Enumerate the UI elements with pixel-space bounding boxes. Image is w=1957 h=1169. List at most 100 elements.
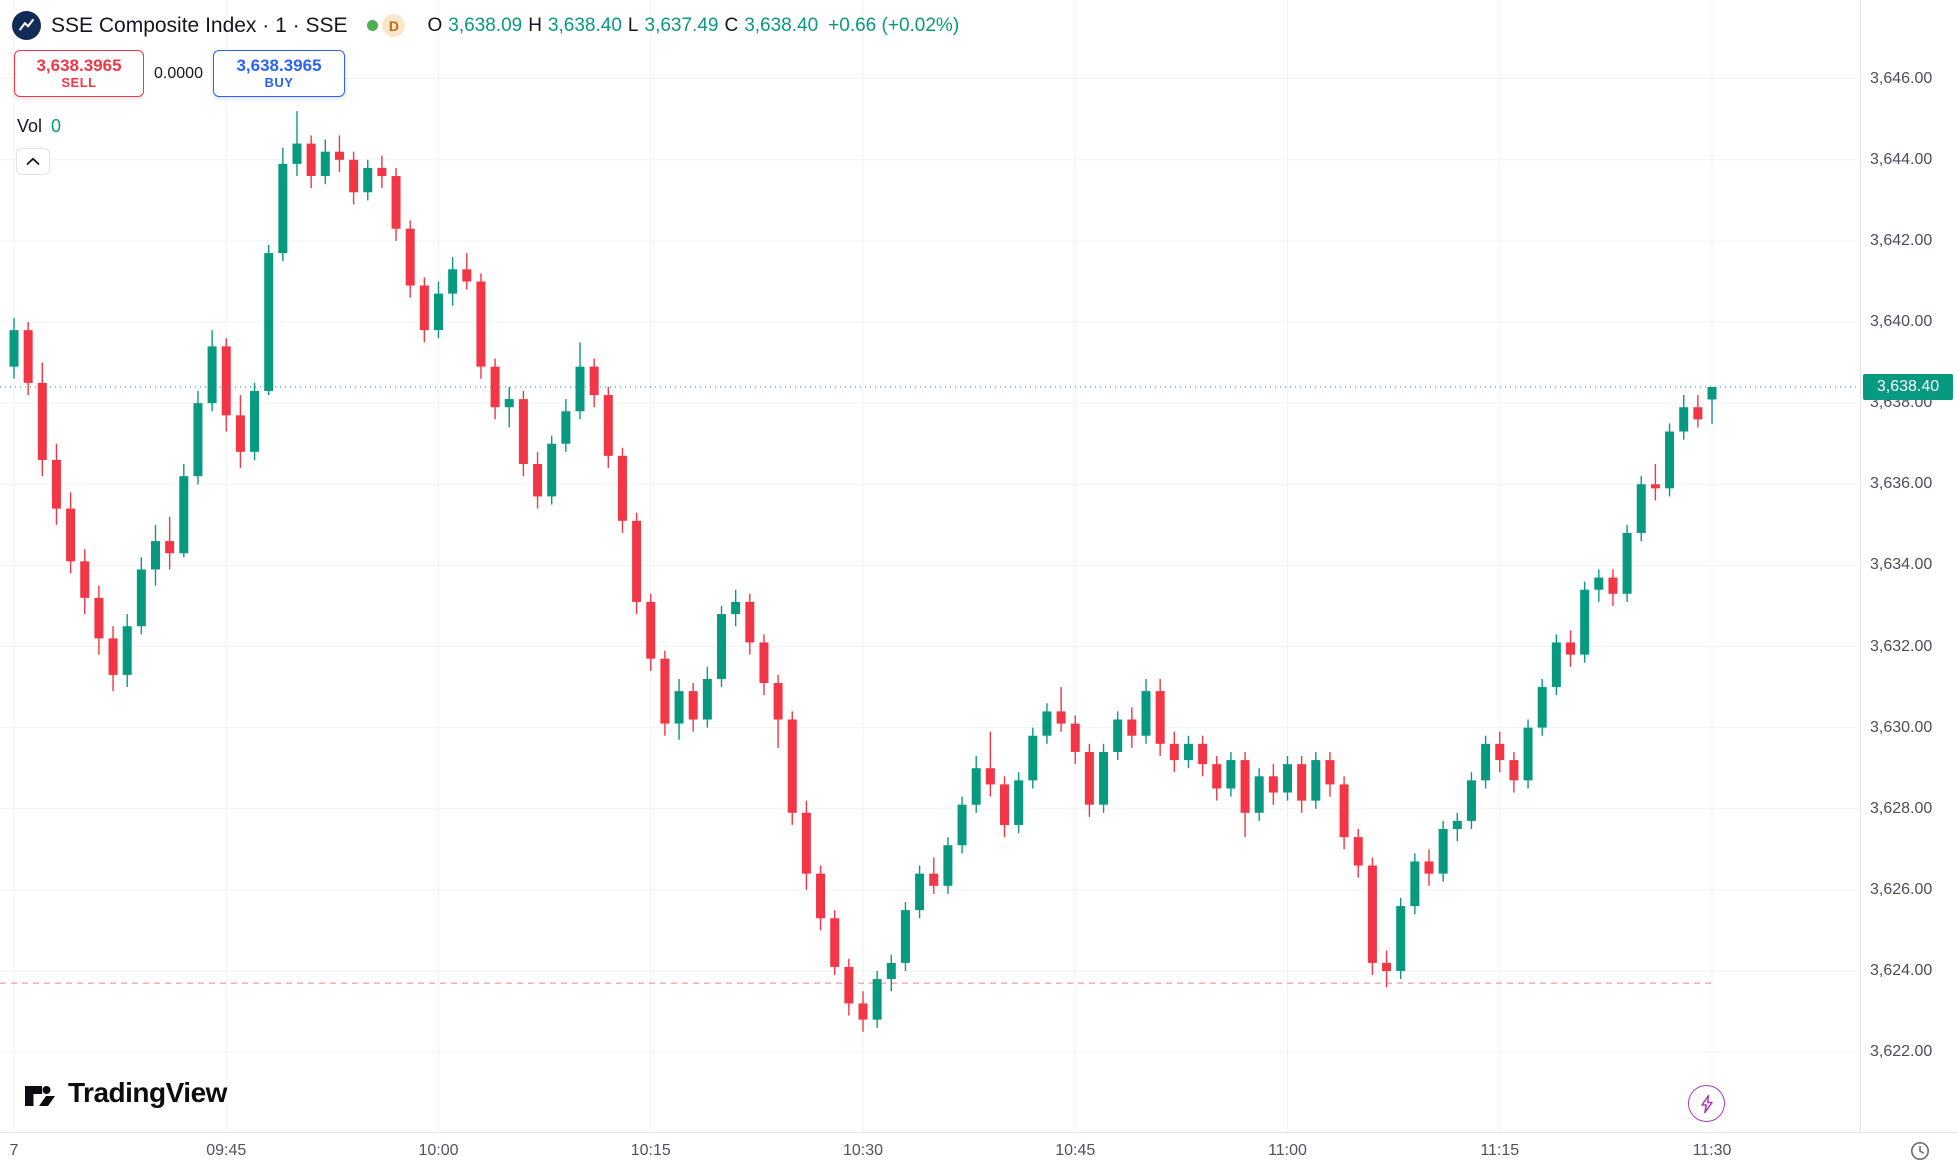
candle	[448, 257, 458, 306]
candle	[787, 711, 797, 825]
tradingview-wordmark: TradingView	[68, 1077, 227, 1108]
buy-button[interactable]: 3,638.3965 BUY	[213, 50, 345, 97]
time-tick-label: 10:00	[418, 1142, 459, 1159]
price-tick-label: 3,646.00	[1870, 69, 1933, 87]
open-label: O	[427, 14, 443, 36]
candle	[731, 589, 741, 627]
sell-price: 3,638.3965	[36, 55, 122, 75]
buy-label: BUY	[264, 75, 294, 91]
candle	[94, 585, 104, 655]
candle	[264, 244, 274, 396]
flash-button[interactable]	[1688, 1085, 1725, 1122]
candle	[250, 382, 260, 460]
candle	[165, 516, 175, 570]
last-price-badge: 3,638.40	[1863, 373, 1953, 400]
candle	[717, 605, 726, 688]
candle	[1382, 950, 1392, 988]
candle	[221, 338, 231, 432]
candle	[1523, 719, 1533, 789]
candle	[9, 317, 19, 379]
candle	[1495, 731, 1505, 773]
candle	[278, 147, 288, 262]
ohlc-readout: O 3,638.09 H 3,638.40 L 3,637.49 C 3,638.40 …	[427, 15, 959, 37]
candle	[1580, 581, 1590, 663]
candle	[434, 281, 443, 339]
candle	[929, 857, 939, 894]
candle	[533, 451, 543, 509]
candle	[1000, 776, 1009, 838]
candle	[1183, 735, 1193, 769]
market-open-dot-icon[interactable]	[367, 20, 379, 31]
candle	[745, 593, 755, 655]
price-tick-label: 3,630.00	[1870, 718, 1933, 736]
candle	[1665, 423, 1675, 497]
chevron-up-icon	[26, 157, 40, 165]
collapse-panel-button[interactable]	[16, 148, 50, 175]
candle	[646, 593, 656, 671]
candle	[773, 674, 783, 748]
candle	[377, 155, 387, 189]
symbol-title[interactable]: SSE Composite Index · 1 · SSE	[51, 13, 348, 37]
candle	[1297, 756, 1307, 813]
candle	[1537, 678, 1547, 736]
symbol-logo-icon[interactable]	[12, 11, 41, 40]
price-axis[interactable]: 3,638.40 3,646.00 3,644.00 3,642.00 3,640.0…	[1860, 0, 1957, 1132]
volume-legend: Vol 0	[17, 116, 61, 137]
candle	[1169, 731, 1179, 773]
timezone-clock-icon[interactable]	[1909, 1140, 1931, 1162]
delayed-data-badge[interactable]: D	[382, 14, 406, 37]
candle	[518, 390, 528, 477]
candle	[1070, 715, 1080, 765]
candle	[858, 991, 868, 1032]
price-tick-label: 3,622.00	[1870, 1043, 1933, 1061]
candle	[617, 447, 627, 533]
candle	[1014, 772, 1024, 834]
time-axis[interactable]: 7 09:45 10:00 10:15 10:30 10:45 11:00 11:15 11:3…	[0, 1132, 1957, 1169]
time-tick-label: 09:45	[206, 1142, 247, 1159]
candle	[603, 386, 613, 469]
candle	[674, 678, 684, 740]
candle	[1410, 853, 1420, 915]
candle	[1056, 687, 1066, 732]
candle	[151, 524, 160, 586]
candle	[1650, 463, 1660, 501]
candle	[419, 277, 429, 343]
candle	[1353, 829, 1363, 878]
candle	[292, 111, 302, 177]
candle	[943, 837, 953, 894]
candle	[1155, 678, 1165, 757]
candle	[702, 666, 712, 728]
candlestick-chart[interactable]	[0, 0, 1860, 1132]
candle	[971, 756, 981, 813]
candle	[1127, 707, 1137, 748]
time-tick-label: 10:45	[1055, 1142, 1096, 1159]
time-tick-label: 11:15	[1480, 1142, 1520, 1159]
candle	[589, 358, 599, 408]
candle	[1283, 756, 1292, 801]
candle	[660, 650, 670, 736]
sell-button[interactable]: 3,638.3965 SELL	[14, 50, 144, 97]
candle	[1636, 476, 1646, 542]
candle	[108, 626, 118, 692]
candle	[51, 443, 61, 525]
candle	[1042, 703, 1052, 744]
candle	[1198, 735, 1208, 777]
high-label: H	[528, 14, 542, 36]
candle	[1481, 735, 1491, 789]
candle	[1028, 727, 1038, 789]
candle	[334, 135, 344, 172]
high-value: 3,638.40	[547, 14, 622, 36]
candle	[1551, 634, 1561, 696]
candle	[476, 273, 486, 379]
tradingview-attribution[interactable]: TradingView	[22, 1075, 227, 1111]
candle	[915, 865, 925, 919]
price-tick-label: 3,624.00	[1870, 961, 1933, 979]
close-value: 3,638.40	[744, 14, 819, 36]
candle	[561, 399, 571, 452]
candle	[37, 362, 47, 477]
candle	[985, 731, 995, 797]
candle	[1452, 812, 1462, 842]
candle	[886, 954, 896, 992]
candle	[1466, 772, 1476, 830]
close-label: C	[724, 14, 739, 36]
